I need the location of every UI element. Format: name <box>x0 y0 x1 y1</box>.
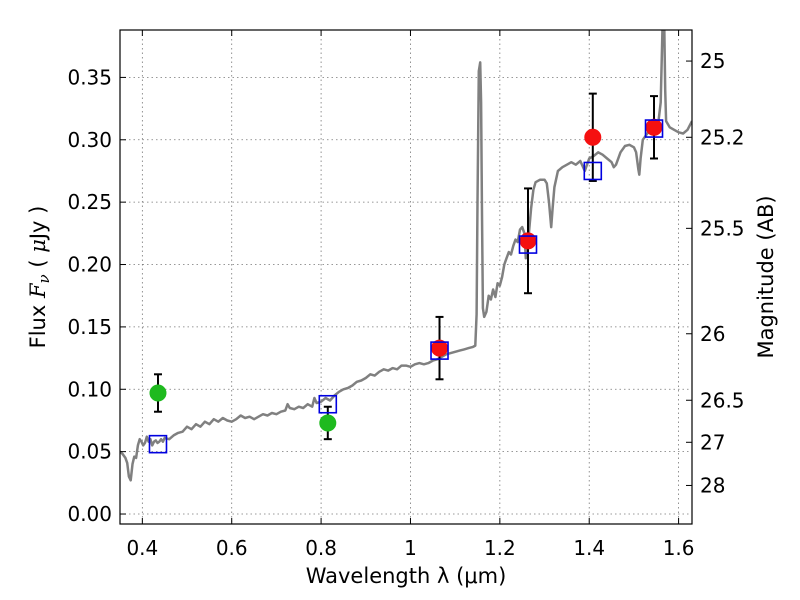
red-point <box>584 128 602 146</box>
y-axis-title-part: Flux <box>26 298 50 348</box>
y-axis-title: Flux Fν ( μJy ) <box>26 206 53 349</box>
x-tick-label: 0.4 <box>126 536 158 560</box>
plot-frame <box>119 29 693 525</box>
x-tick-label: 0.8 <box>305 536 337 560</box>
axis-ticks: 0.4 0.6 0.8 1 1.2 1.4 1.6 0.00 0.05 0.10 0.15 0.20 0… <box>67 30 745 560</box>
plot-content <box>120 30 692 482</box>
model-sed-line <box>120 30 692 482</box>
green-point <box>319 414 337 432</box>
y-tick-label: 0.25 <box>67 190 112 214</box>
y-axis-title-part: ( <box>26 253 50 275</box>
y-tick-label: 0.05 <box>67 440 112 464</box>
grid-lines <box>120 30 692 524</box>
y-tick-label: 0.00 <box>67 502 112 526</box>
green-point <box>149 384 167 402</box>
magnitude-tick-label: 26.5 <box>700 388 745 412</box>
data-layer <box>120 30 692 482</box>
magnitude-tick-label: 25.5 <box>700 216 745 240</box>
model-photometry-square <box>644 119 664 138</box>
magnitude-tick-label: 28 <box>700 473 725 497</box>
model-photometry-square <box>583 161 603 181</box>
x-tick-label: 1.2 <box>484 536 516 560</box>
y-tick-label: 0.30 <box>67 128 112 152</box>
x-tick-label: 1.4 <box>573 536 605 560</box>
red-point <box>645 118 663 136</box>
magnitude-tick-label: 25 <box>700 49 725 73</box>
y-tick-label: 0.20 <box>67 253 112 277</box>
x-tick-label: 1 <box>404 536 417 560</box>
y-axis-title-part: ν <box>35 274 53 283</box>
magnitude-tick-label: 27 <box>700 430 725 454</box>
magnitude-tick-label: 25.2 <box>700 125 745 149</box>
y-tick-label: 0.10 <box>67 377 112 401</box>
y-tick-label: 0.35 <box>67 65 112 89</box>
y-axis-title-part: Jy ) <box>26 206 50 242</box>
x-tick-label: 0.6 <box>216 536 248 560</box>
model-photometry-square <box>430 341 449 360</box>
y2-axis-title: Magnitude (AB) <box>754 195 778 358</box>
y-tick-label: 0.15 <box>67 315 112 339</box>
y-axis-title-part: μ <box>26 239 50 253</box>
model-photometry-square <box>148 434 168 454</box>
red-point <box>519 232 537 250</box>
model-photometry-square <box>518 235 538 254</box>
x-axis-title: Wavelength λ (μm) <box>306 564 507 588</box>
magnitude-tick-label: 26 <box>700 322 725 346</box>
x-tick-label: 1.6 <box>663 536 695 560</box>
model-photometry-square <box>318 394 338 414</box>
y-axis-title-part: F <box>26 282 50 299</box>
